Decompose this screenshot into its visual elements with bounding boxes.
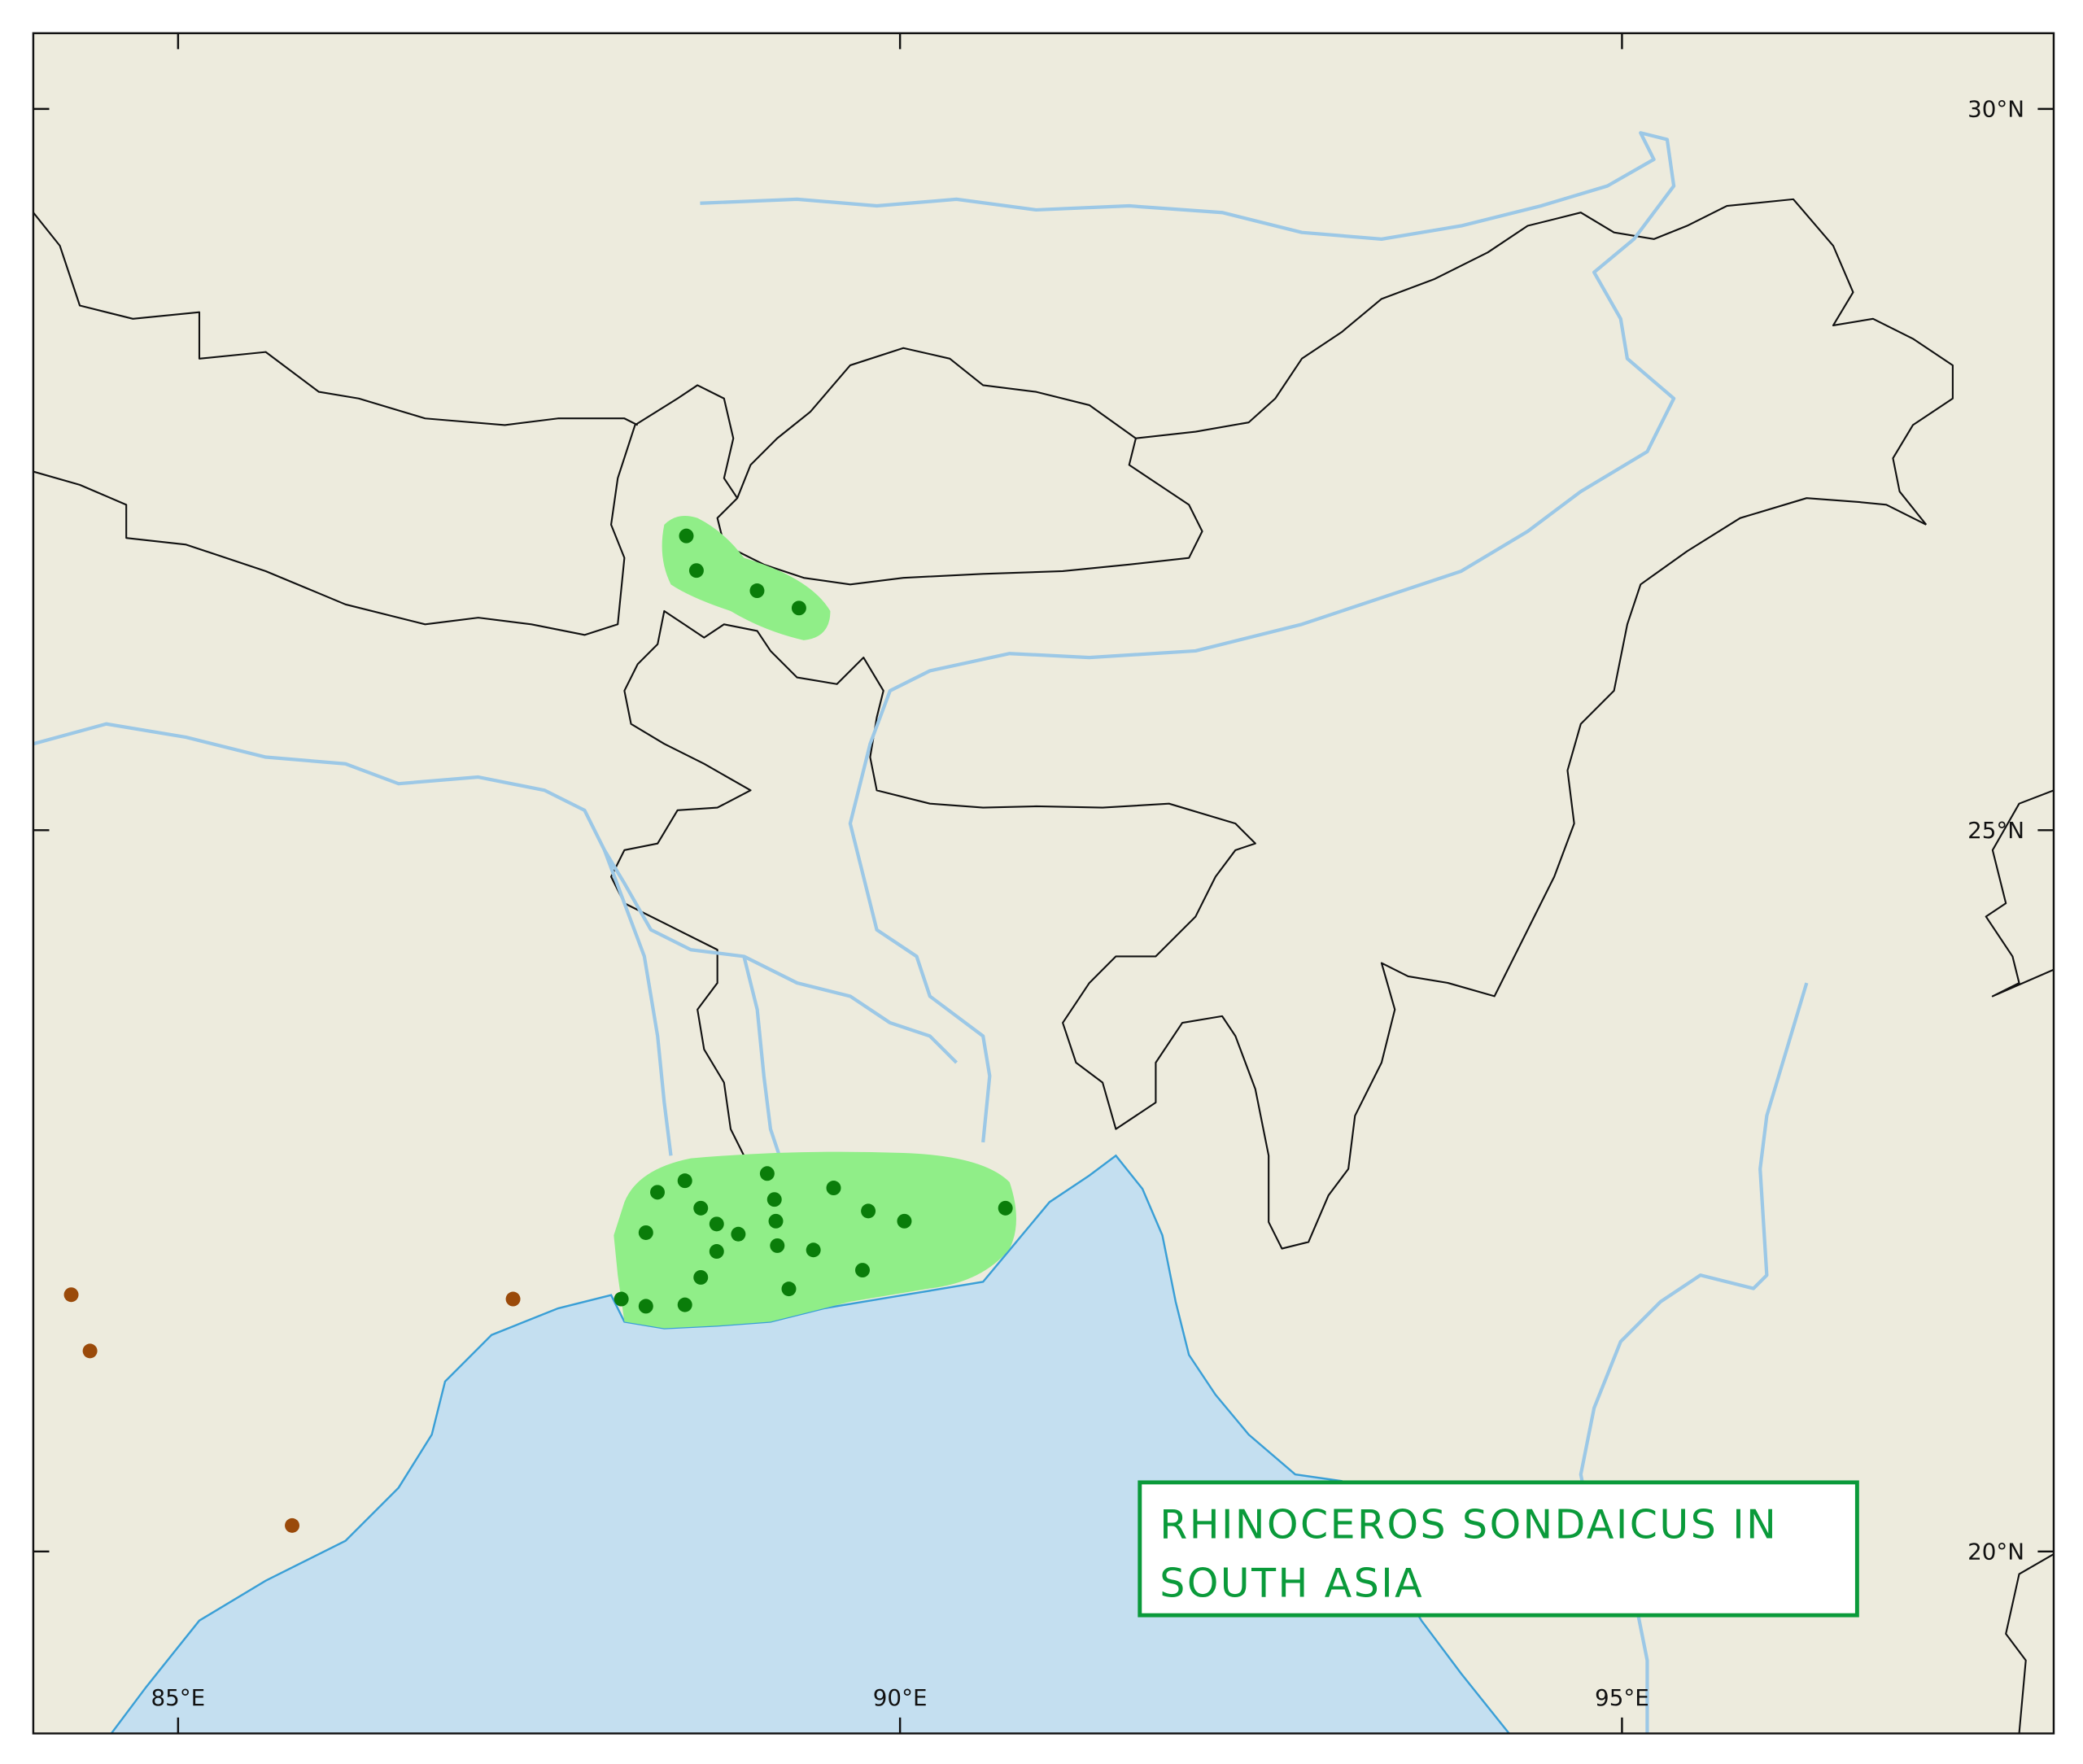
- range-north-bengal: [662, 515, 831, 640]
- record-dot-green: [806, 1242, 821, 1258]
- record-dot-green: [759, 1166, 775, 1181]
- title-line-2: SOUTH ASIA: [1159, 1560, 1424, 1606]
- species-range-areas: [614, 515, 1016, 1329]
- record-dot-green: [693, 1269, 709, 1285]
- record-dot-green: [693, 1200, 709, 1216]
- lat-tick-label: 25°N: [1967, 817, 2024, 844]
- country-borders: [33, 198, 2054, 1734]
- record-dot-green: [855, 1263, 870, 1278]
- graticule-ticks: 85°E 90°E 95°E 30°N 25°N 20°N: [33, 33, 2054, 1734]
- record-dot-green: [709, 1244, 724, 1260]
- lat-tick-label: 20°N: [1967, 1539, 2024, 1565]
- record-dot-green: [679, 528, 694, 544]
- record-dot-brown: [285, 1517, 300, 1533]
- lon-tick-label: 85°E: [151, 1684, 205, 1711]
- record-dot-green: [766, 1192, 782, 1207]
- record-dot-green: [650, 1185, 665, 1200]
- lon-tick-label: 90°E: [873, 1684, 928, 1711]
- record-dot-green: [749, 583, 765, 599]
- record-dot-green: [791, 600, 806, 616]
- record-dot-green: [998, 1200, 1013, 1216]
- record-dot-green: [638, 1299, 653, 1314]
- record-dot-green: [731, 1226, 746, 1242]
- record-dot-green: [770, 1238, 785, 1253]
- record-dot-brown: [63, 1287, 79, 1303]
- record-dot-green: [897, 1213, 912, 1229]
- record-dot-green: [614, 1291, 629, 1307]
- map-frame: [32, 32, 2055, 1735]
- record-dot-green: [638, 1225, 653, 1240]
- range-sundarbans: [614, 1151, 1016, 1329]
- title-box: RHINOCEROS SONDAICUS IN SOUTH ASIA: [1138, 1480, 1859, 1618]
- record-dot-green: [709, 1216, 724, 1232]
- record-dot-green: [781, 1282, 797, 1297]
- lon-tick-label: 95°E: [1595, 1684, 1649, 1711]
- record-dot-green: [677, 1173, 692, 1189]
- record-dot-brown: [82, 1343, 98, 1359]
- record-dot-green: [688, 563, 704, 579]
- record-dot-brown: [505, 1291, 521, 1307]
- lat-tick-label: 30°N: [1967, 96, 2024, 123]
- record-dot-green: [826, 1181, 841, 1195]
- occurrence-records: [63, 528, 1013, 1533]
- title-line-1: RHINOCEROS SONDAICUS IN: [1159, 1501, 1778, 1548]
- record-dot-green: [677, 1297, 692, 1312]
- record-dot-green: [861, 1203, 876, 1219]
- record-dot-green: [768, 1213, 784, 1229]
